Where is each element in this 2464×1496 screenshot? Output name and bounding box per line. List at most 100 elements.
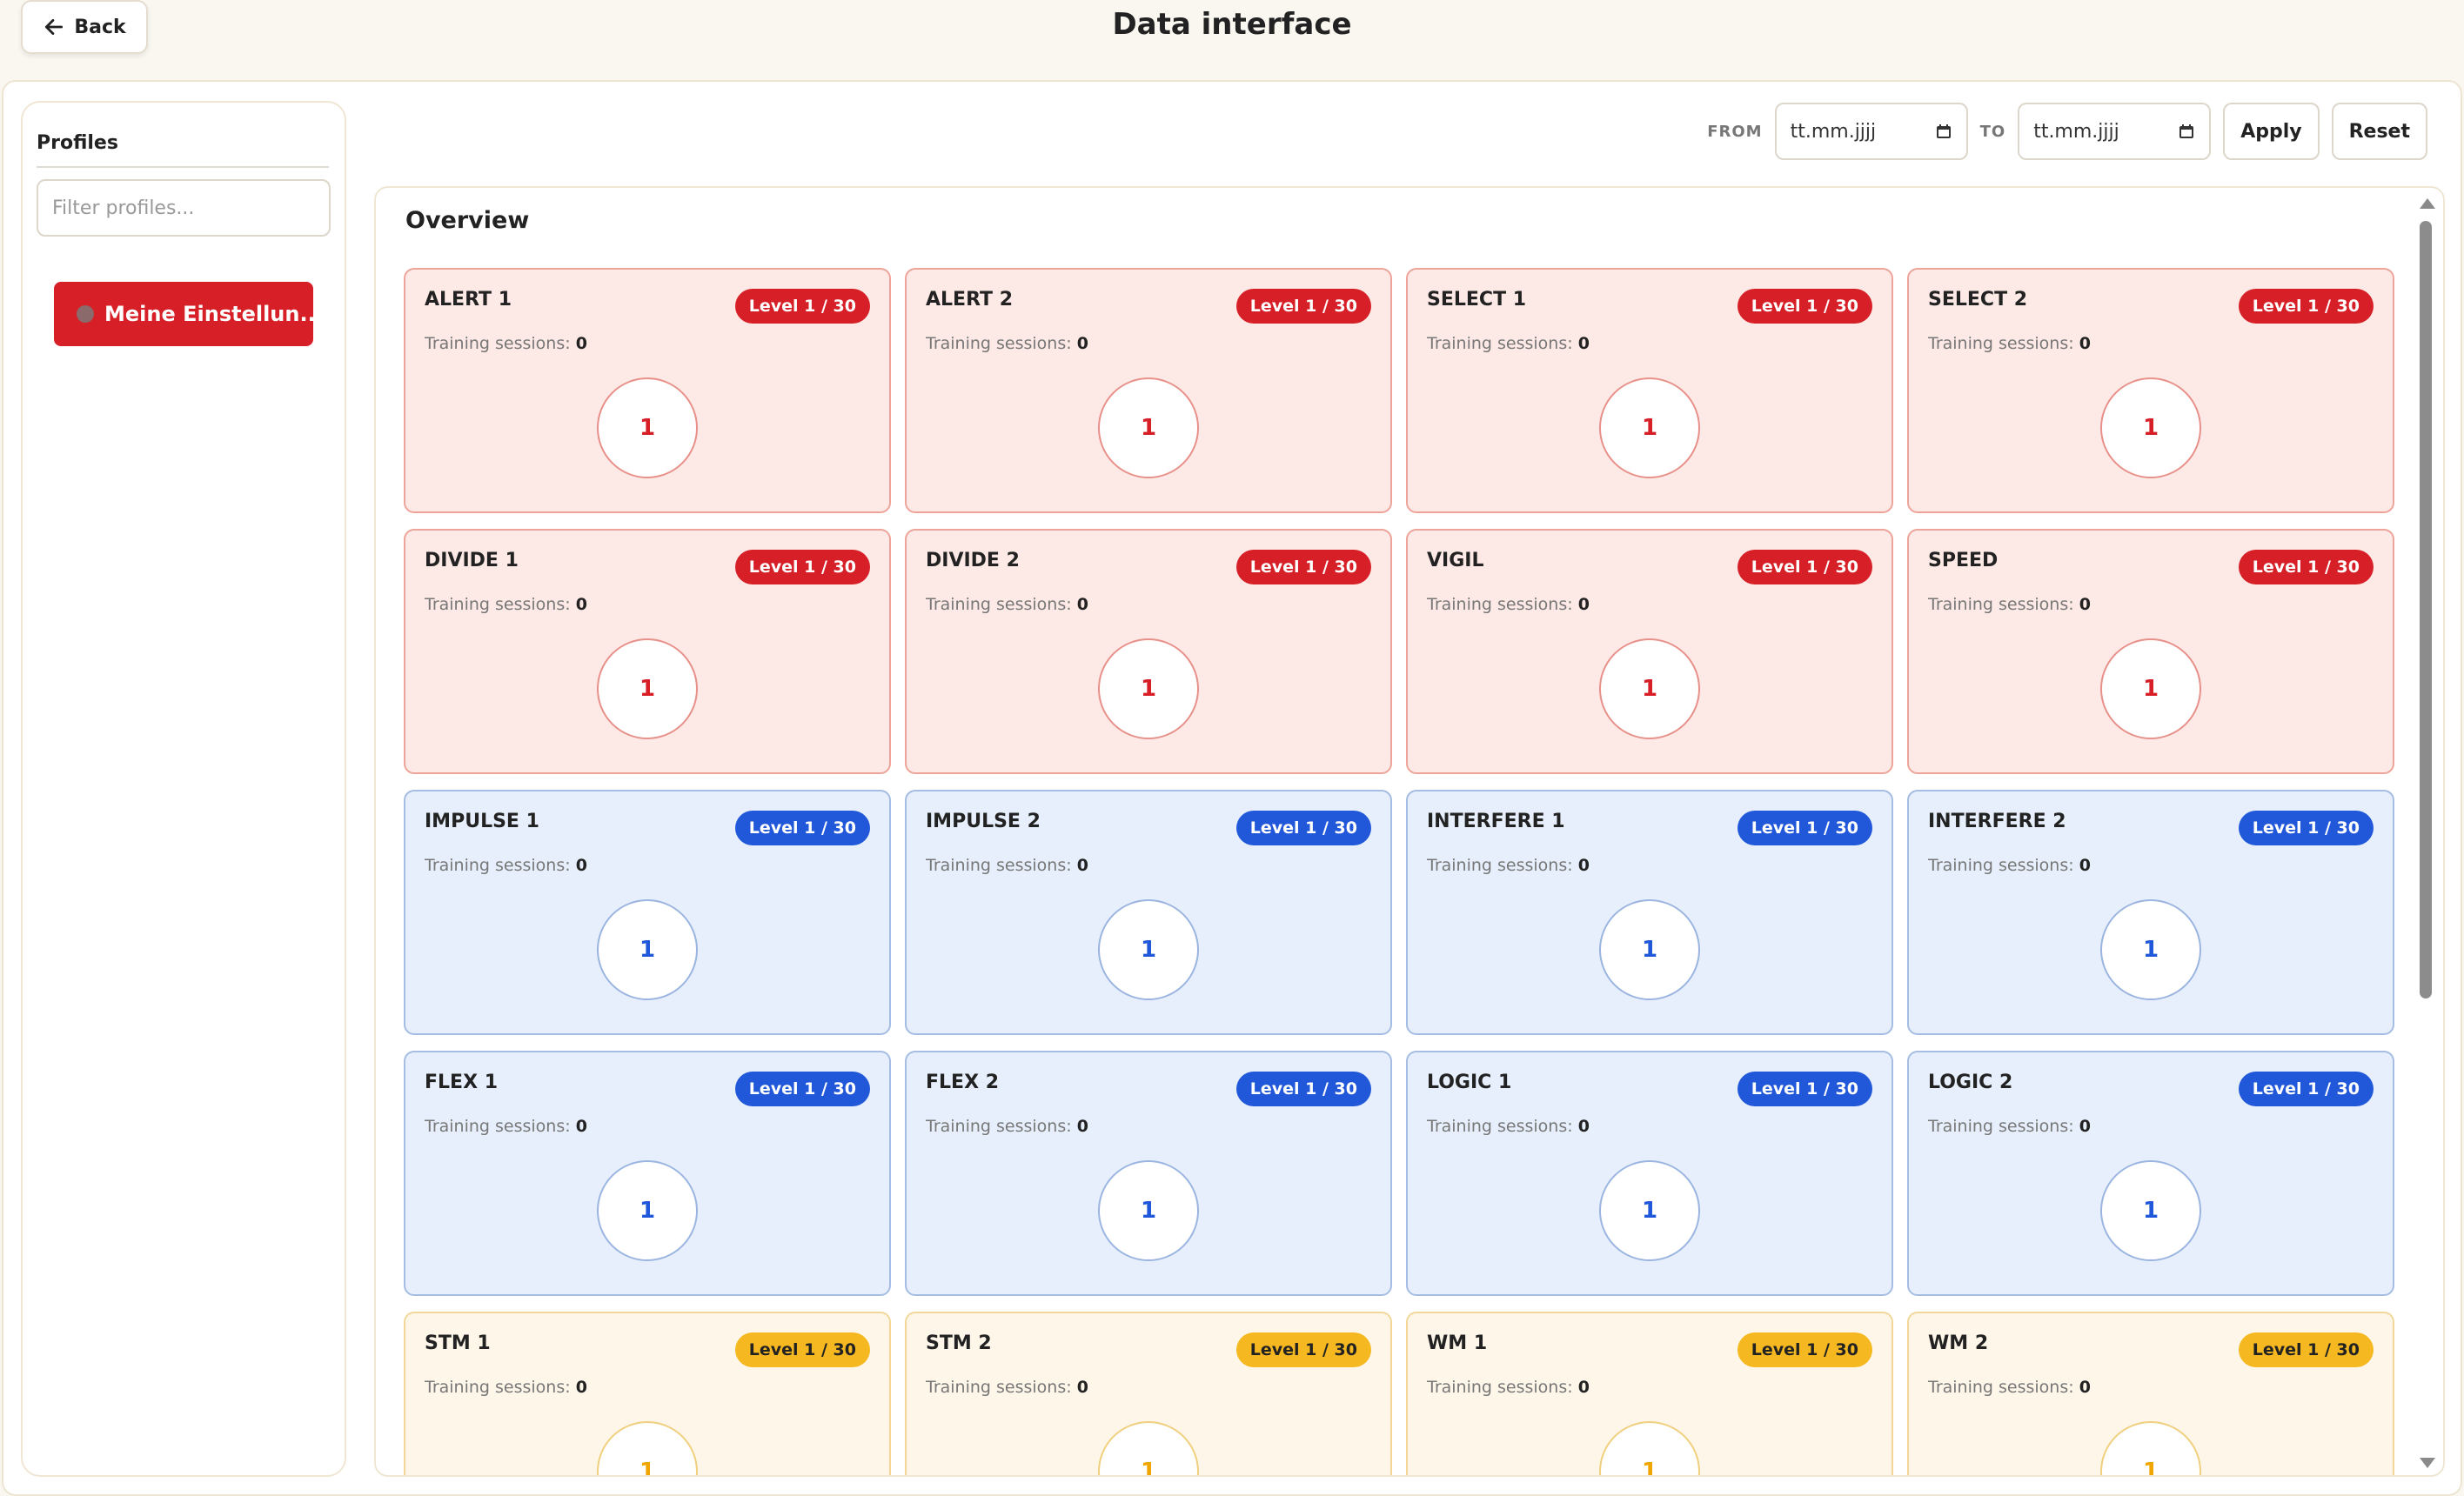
level-badge: Level 1 / 30 [734, 811, 870, 845]
level-badge: Level 1 / 30 [1737, 289, 1872, 324]
training-card[interactable]: SPEED Level 1 / 30 Training sessions: 0 1 [1907, 529, 2394, 774]
sessions-label: Training sessions: [926, 334, 1072, 353]
sessions-label: Training sessions: [1427, 595, 1573, 614]
training-sessions: Training sessions: 0 [926, 334, 1088, 353]
training-card[interactable]: ALERT 2 Level 1 / 30 Training sessions: 0 1 [905, 268, 1392, 513]
card-title: INTERFERE 1 [1427, 811, 1565, 832]
filter-profiles-input[interactable] [37, 179, 331, 237]
level-circle: 1 [1098, 1160, 1199, 1261]
sessions-count: 0 [1577, 334, 1590, 353]
training-card[interactable]: SELECT 2 Level 1 / 30 Training sessions: 0… [1907, 268, 2394, 513]
card-title: DIVIDE 2 [926, 550, 1020, 571]
sessions-count: 0 [1577, 1117, 1590, 1136]
level-circle: 1 [2100, 1421, 2201, 1475]
sessions-label: Training sessions: [425, 595, 571, 614]
sessions-label: Training sessions: [1427, 334, 1573, 353]
from-date-input[interactable]: tt.mm.jjjj [1774, 103, 1968, 160]
level-circle: 1 [1599, 1421, 1700, 1475]
reset-button[interactable]: Reset [2331, 103, 2427, 160]
main-panel: Profiles Meine Einstellun... FROM tt.mm.… [2, 80, 2462, 1496]
training-sessions: Training sessions: 0 [1928, 1378, 2091, 1397]
card-title: INTERFERE 2 [1928, 811, 2066, 832]
level-circle: 1 [1098, 638, 1199, 739]
card-title: LOGIC 1 [1427, 1072, 1512, 1093]
training-sessions: Training sessions: 0 [926, 856, 1088, 875]
level-badge: Level 1 / 30 [2238, 811, 2374, 845]
training-card[interactable]: LOGIC 1 Level 1 / 30 Training sessions: 0 1 [1406, 1051, 1893, 1296]
level-circle: 1 [597, 377, 698, 478]
sessions-label: Training sessions: [1928, 856, 2074, 875]
training-card[interactable]: LOGIC 2 Level 1 / 30 Training sessions: 0 1 [1907, 1051, 2394, 1296]
card-title: SELECT 1 [1427, 289, 1527, 311]
level-badge: Level 1 / 30 [1737, 811, 1872, 845]
scroll-thumb[interactable] [2420, 221, 2432, 998]
level-badge: Level 1 / 30 [734, 1332, 870, 1367]
card-title: IMPULSE 1 [425, 811, 539, 832]
sessions-label: Training sessions: [1427, 1117, 1573, 1136]
sessions-count: 0 [1076, 1117, 1088, 1136]
training-card[interactable]: FLEX 1 Level 1 / 30 Training sessions: 0 1 [404, 1051, 891, 1296]
training-card[interactable]: ALERT 1 Level 1 / 30 Training sessions: 0 1 [404, 268, 891, 513]
sessions-count: 0 [2079, 1378, 2091, 1397]
level-circle: 1 [597, 899, 698, 1000]
back-label: Back [74, 16, 126, 38]
scroll-up-arrow-icon[interactable] [2420, 198, 2435, 209]
calendar-icon[interactable] [2178, 123, 2195, 140]
sessions-count: 0 [1577, 856, 1590, 875]
training-sessions: Training sessions: 0 [926, 1117, 1088, 1136]
sessions-count: 0 [2079, 1117, 2091, 1136]
sessions-count: 0 [1076, 856, 1088, 875]
sessions-count: 0 [1577, 1378, 1590, 1397]
sessions-count: 0 [1076, 1378, 1088, 1397]
back-button[interactable]: Back [21, 0, 148, 54]
training-card[interactable]: WM 1 Level 1 / 30 Training sessions: 0 1 [1406, 1312, 1893, 1475]
training-sessions: Training sessions: 0 [1427, 856, 1590, 875]
level-badge: Level 1 / 30 [734, 550, 870, 584]
training-card[interactable]: WM 2 Level 1 / 30 Training sessions: 0 1 [1907, 1312, 2394, 1475]
to-date-input[interactable]: tt.mm.jjjj [2018, 103, 2212, 160]
scrollbar[interactable] [2415, 195, 2435, 1472]
sessions-label: Training sessions: [1928, 1117, 2074, 1136]
training-card[interactable]: FLEX 2 Level 1 / 30 Training sessions: 0 1 [905, 1051, 1392, 1296]
level-badge: Level 1 / 30 [1737, 550, 1872, 584]
from-label: FROM [1707, 122, 1763, 141]
training-card[interactable]: STM 2 Level 1 / 30 Training sessions: 0 1 [905, 1312, 1392, 1475]
level-badge: Level 1 / 30 [734, 289, 870, 324]
sessions-label: Training sessions: [1928, 595, 2074, 614]
training-card[interactable]: DIVIDE 2 Level 1 / 30 Training sessions: 0… [905, 529, 1392, 774]
sessions-count: 0 [1577, 595, 1590, 614]
level-circle: 1 [1599, 1160, 1700, 1261]
level-circle: 1 [2100, 1160, 2201, 1261]
level-circle: 1 [2100, 638, 2201, 739]
profile-item-button[interactable]: Meine Einstellun... [54, 282, 313, 346]
card-title: VIGIL [1427, 550, 1484, 571]
training-sessions: Training sessions: 0 [425, 1117, 587, 1136]
level-circle: 1 [597, 1160, 698, 1261]
training-card[interactable]: INTERFERE 2 Level 1 / 30 Training sessions… [1907, 790, 2394, 1035]
card-title: FLEX 1 [425, 1072, 499, 1093]
level-badge: Level 1 / 30 [2238, 289, 2374, 324]
arrow-left-icon [45, 19, 64, 35]
sessions-count: 0 [2079, 334, 2091, 353]
calendar-icon[interactable] [1935, 123, 1952, 140]
card-title: WM 1 [1427, 1332, 1488, 1354]
level-badge: Level 1 / 30 [1235, 811, 1371, 845]
training-card[interactable]: DIVIDE 1 Level 1 / 30 Training sessions: 0… [404, 529, 891, 774]
training-card[interactable]: INTERFERE 1 Level 1 / 30 Training sessions… [1406, 790, 1893, 1035]
training-card[interactable]: SELECT 1 Level 1 / 30 Training sessions: 0… [1406, 268, 1893, 513]
training-card[interactable]: VIGIL Level 1 / 30 Training sessions: 0 1 [1406, 529, 1893, 774]
training-card[interactable]: IMPULSE 1 Level 1 / 30 Training sessions: … [404, 790, 891, 1035]
training-sessions: Training sessions: 0 [1427, 334, 1590, 353]
from-date-placeholder: tt.mm.jjjj [1790, 120, 1877, 143]
training-card[interactable]: IMPULSE 2 Level 1 / 30 Training sessions: … [905, 790, 1392, 1035]
profile-label: Meine Einstellun... [104, 302, 313, 326]
card-title: LOGIC 2 [1928, 1072, 2013, 1093]
training-sessions: Training sessions: 0 [926, 1378, 1088, 1397]
level-badge: Level 1 / 30 [1235, 1072, 1371, 1106]
training-card[interactable]: STM 1 Level 1 / 30 Training sessions: 0 1 [404, 1312, 891, 1475]
status-dot-icon [77, 305, 94, 323]
scroll-down-arrow-icon[interactable] [2420, 1458, 2435, 1468]
top-bar: Back Data interface [0, 0, 2464, 78]
card-title: ALERT 2 [926, 289, 1013, 311]
apply-button[interactable]: Apply [2223, 103, 2320, 160]
